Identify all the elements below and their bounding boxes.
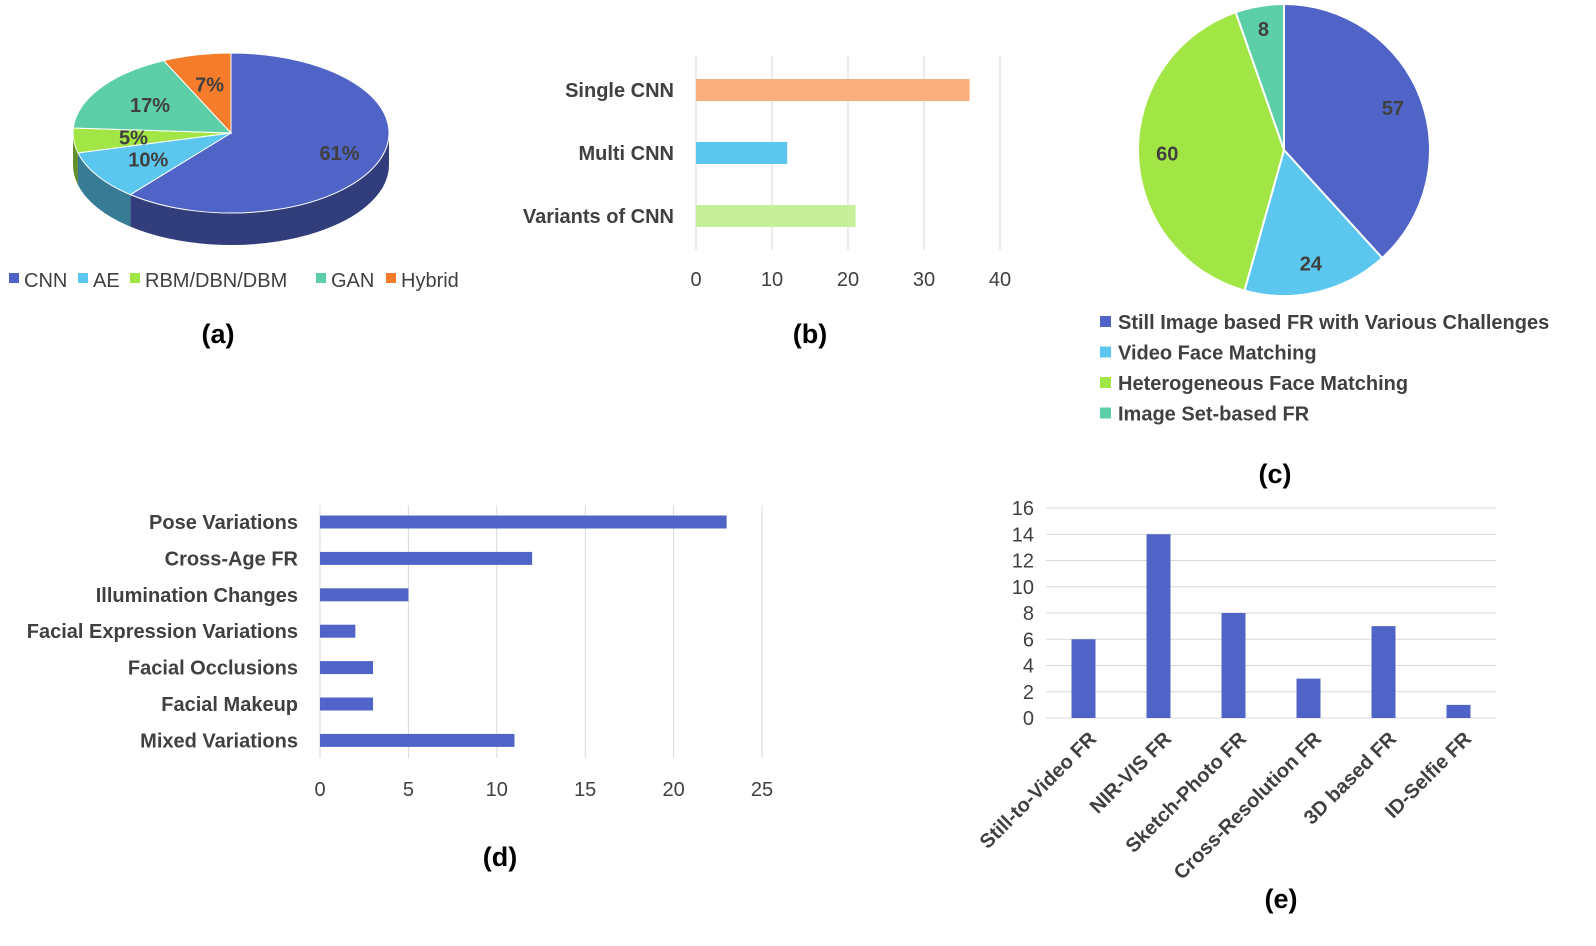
- chart-caption: (c): [1259, 459, 1292, 489]
- bar-d: [320, 551, 533, 565]
- pie-c-data-label: 60: [1156, 144, 1178, 166]
- bar-e: [1296, 678, 1321, 718]
- chart-a: 61% 10%5% 17% 7% CNN AE RBM/DBN/DBM GAN Hybrid (a…: [9, 52, 459, 349]
- legend-c-item: Still Image based FR with Various Challe…: [1118, 312, 1549, 334]
- category-label-d: Mixed Variations: [140, 730, 298, 752]
- category-label-b: Single CNN: [565, 80, 674, 102]
- category-label-d: Facial Occlusions: [128, 658, 298, 680]
- legend-c-swatch: [1100, 377, 1111, 388]
- legend-a: CNN AE RBM/DBN/DBM GAN Hybrid: [9, 270, 459, 292]
- bar-e: [1446, 704, 1471, 718]
- tick-label-b: 30: [913, 269, 935, 291]
- pie-a-side-cnn: [130, 133, 390, 246]
- category-label-b: Multi CNN: [578, 143, 674, 165]
- chart-b: 0 10 20 30 40 Single CNN Multi CNN Variants of …: [523, 56, 1011, 349]
- bar-b: [696, 142, 788, 164]
- tick-label-e: 14: [1012, 524, 1034, 546]
- legend-c: Still Image based FR with Various Challe…: [1100, 312, 1549, 426]
- pie-a-side-ae: [77, 152, 131, 227]
- pie-a-data-label: 7%: [195, 75, 224, 97]
- pie-a-slice-cnn: [129, 52, 390, 214]
- legend-a-item: AE: [93, 270, 120, 292]
- pie-a-data-label: 17%: [130, 95, 170, 117]
- pie-a-data-label: 5%: [119, 128, 148, 150]
- tick-label-b: 20: [837, 269, 859, 291]
- chart-caption: (e): [1265, 884, 1298, 914]
- bar-d: [320, 515, 727, 529]
- bar-d: [320, 733, 515, 747]
- chart-c: 57 24 60 8 Still Image based FR with Various…: [1100, 2, 1549, 489]
- tick-label-e: 6: [1023, 629, 1034, 651]
- pie-a-data-label: 10%: [128, 150, 168, 172]
- legend-a-item: CNN: [24, 270, 67, 292]
- legend-a-item: RBM/DBN/DBM: [145, 270, 287, 292]
- category-label-d: Pose Variations: [149, 512, 298, 534]
- legend-a-swatch: [316, 273, 326, 283]
- legend-c-item: Heterogeneous Face Matching: [1118, 373, 1408, 395]
- bar-d: [320, 624, 356, 638]
- legend-a-swatch: [9, 273, 19, 283]
- pie-c-slice: [1283, 2, 1431, 260]
- legend-a-swatch: [386, 273, 396, 283]
- bar-d: [320, 661, 374, 675]
- category-label-d: Facial Expression Variations: [27, 621, 298, 643]
- bar-b: [696, 79, 970, 101]
- tick-label-b: 40: [989, 269, 1011, 291]
- tick-label-e: 0: [1023, 708, 1034, 730]
- tick-label-d: 5: [403, 779, 414, 801]
- chart-caption: (a): [202, 319, 235, 349]
- pie-c-slice: [1137, 10, 1286, 292]
- chart-caption: (b): [793, 319, 827, 349]
- category-label-d: Illumination Changes: [96, 585, 298, 607]
- legend-c-swatch: [1100, 346, 1111, 358]
- legend-a-item: GAN: [331, 270, 374, 292]
- pie-c-slice: [1234, 2, 1285, 151]
- tick-label-e: 16: [1012, 498, 1034, 520]
- tick-label-b: 0: [690, 269, 701, 291]
- category-label-d: Cross-Age FR: [165, 548, 299, 570]
- legend-c-swatch: [1100, 407, 1111, 419]
- legend-c-swatch: [1100, 316, 1111, 327]
- bar-b: [696, 205, 856, 227]
- pie-a-side-rbm-dbn-dbm: [73, 133, 78, 185]
- pie-c-data-label: 24: [1300, 254, 1323, 276]
- tick-label-e: 12: [1012, 551, 1034, 573]
- legend-a-swatch: [130, 273, 140, 283]
- tick-label-d: 10: [486, 779, 508, 801]
- bar-d: [320, 588, 409, 602]
- tick-label-d: 20: [662, 779, 684, 801]
- tick-label-d: 15: [574, 779, 596, 801]
- chart-d: 0 5 10 15 20 25 Pose Variations Cross-Age FR Ill…: [27, 505, 773, 872]
- pie-c-slice: [1243, 147, 1384, 297]
- pie-c-data-label: 8: [1258, 19, 1269, 41]
- tick-label-e: 10: [1012, 577, 1034, 599]
- pie-a-slice-gan: [72, 60, 233, 134]
- legend-c-item: Video Face Matching: [1118, 343, 1317, 365]
- category-label-d: Facial Makeup: [161, 694, 298, 716]
- legend-a-item: Hybrid: [401, 270, 459, 292]
- legend-c-item: Image Set-based FR: [1118, 404, 1310, 426]
- bar-e: [1146, 534, 1171, 718]
- pie-a-data-label: 61%: [320, 143, 360, 165]
- bar-e: [1371, 626, 1396, 718]
- tick-label-b: 10: [761, 269, 783, 291]
- bar-e: [1221, 613, 1246, 718]
- pie-c-data-label: 57: [1382, 98, 1404, 120]
- tick-label-d: 0: [314, 779, 325, 801]
- bar-d: [320, 697, 374, 711]
- tick-label-e: 4: [1023, 656, 1034, 678]
- bar-e: [1071, 639, 1096, 718]
- tick-label-e: 8: [1023, 603, 1034, 625]
- category-label-e: Cross-Resolution FR: [1170, 728, 1327, 885]
- category-label-b: Variants of CNN: [523, 206, 674, 228]
- chart-caption: (d): [483, 842, 517, 872]
- category-label-e: Still-to-Video FR: [976, 728, 1102, 854]
- legend-a-swatch: [78, 273, 88, 283]
- pie-a-slice-hybrid: [162, 52, 232, 135]
- tick-label-d: 25: [751, 779, 773, 801]
- tick-label-e: 2: [1023, 682, 1034, 704]
